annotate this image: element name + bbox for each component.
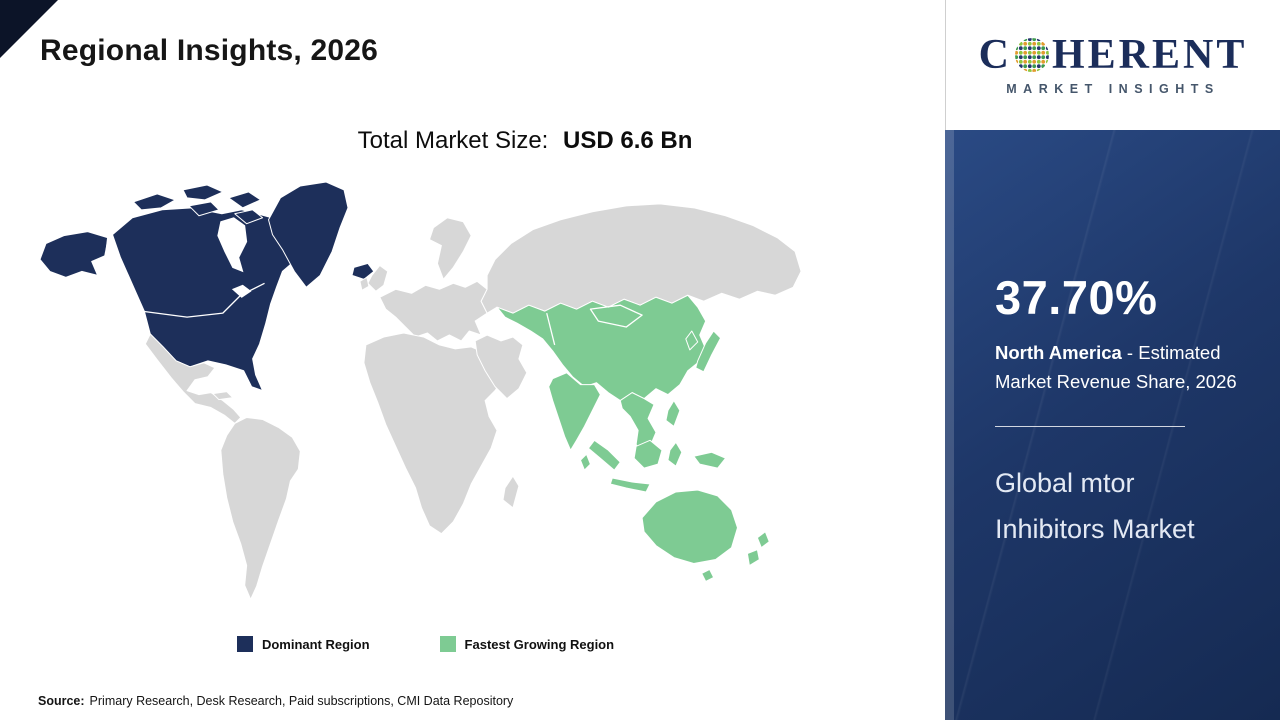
map-region-korea xyxy=(685,330,699,351)
map-region-new-zealand-south xyxy=(746,549,760,567)
growing-region-label: Fastest Growing Region xyxy=(464,636,615,652)
stats-panel: 37.70% North America - Estimated Market … xyxy=(945,130,1280,720)
page-title: Regional Insights, 2026 xyxy=(40,34,379,67)
map-region-central-asia-china xyxy=(496,294,707,402)
us-canada-border xyxy=(141,282,265,318)
brand-letter-c: C xyxy=(978,32,1012,78)
map-region-tasmania xyxy=(701,568,715,582)
map-region-india xyxy=(548,372,601,451)
dominant-region-label: Dominant Region xyxy=(261,636,370,652)
brand-logo: C HERENT MARKET INSIGHTS xyxy=(945,0,1280,130)
alaska-border xyxy=(100,236,110,274)
dotted-globe-icon xyxy=(1014,38,1049,72)
stat-desc-text: - Estimated Market Revenue Share, 2026 xyxy=(995,342,1237,392)
map-region-arctic-island xyxy=(228,191,262,209)
map-region-mexico-central-america xyxy=(144,333,242,424)
map-region-ireland xyxy=(359,276,370,291)
market-size-label: Total Market Size: xyxy=(357,127,549,154)
map-region-alaska xyxy=(39,231,109,278)
map-region-arctic-island xyxy=(132,193,176,211)
panel-divider xyxy=(995,426,1185,428)
map-region-borneo xyxy=(633,439,663,469)
dominant-region-swatch xyxy=(236,636,253,652)
map-region-sumatra xyxy=(587,439,621,471)
map-region-russia xyxy=(480,203,802,314)
market-size-subtitle: Total Market Size: USD 6.6 Bn xyxy=(0,127,1050,155)
map-region-greenland xyxy=(268,181,349,288)
map-region-middle-east xyxy=(474,334,528,400)
map-region-australia xyxy=(641,489,738,565)
market-name: Global mtor Inhibitors Market xyxy=(995,468,1195,545)
stat-region: North America xyxy=(995,342,1122,363)
source-label: Source: xyxy=(38,694,85,708)
map-region-arctic-island xyxy=(234,209,264,225)
market-size-value: USD 6.6 Bn xyxy=(563,127,693,154)
mongolia-border xyxy=(589,304,643,328)
map-region-sri-lanka xyxy=(579,453,591,471)
stat-value: 37.70% xyxy=(995,271,1158,324)
legend-item-dominant: Dominant Region xyxy=(236,636,370,652)
stat-description: North America - Estimated Market Revenue… xyxy=(995,339,1265,396)
map-region-madagascar xyxy=(502,475,520,509)
hudson-bay xyxy=(217,217,248,273)
map-region-sulawesi xyxy=(667,441,683,467)
map-region-japan xyxy=(695,330,722,373)
map-region-south-america xyxy=(220,416,301,600)
map-region-europe xyxy=(379,280,488,342)
brand-wordmark: C HERENT xyxy=(979,34,1248,76)
brand-subtitle: MARKET INSIGHTS xyxy=(1006,82,1220,96)
source-note: Source: Primary Research, Desk Research, … xyxy=(38,694,513,708)
growing-region-swatch xyxy=(439,636,456,652)
map-region-new-guinea xyxy=(693,451,727,469)
map-region-scandinavia xyxy=(428,217,472,280)
map-region-philippines xyxy=(665,400,681,427)
great-lakes xyxy=(231,284,252,298)
map-region-cuba xyxy=(212,391,234,401)
map-region-iceland xyxy=(351,262,375,280)
map-region-java xyxy=(609,477,651,493)
map-legend: Dominant Region Fastest Growing Region xyxy=(38,636,813,652)
kazakh-border xyxy=(546,312,556,346)
legend-item-growing: Fastest Growing Region xyxy=(439,636,615,652)
map-region-new-zealand-north xyxy=(756,531,770,549)
map-region-africa xyxy=(363,332,504,535)
world-map xyxy=(38,180,813,612)
map-region-arctic-island xyxy=(182,184,224,201)
corner-decoration xyxy=(0,0,58,58)
world-map-svg xyxy=(39,181,802,600)
source-text: Primary Research, Desk Research, Paid su… xyxy=(89,694,514,708)
brand-letters-rest: HERENT xyxy=(1051,32,1248,78)
map-region-arctic-island xyxy=(188,201,220,217)
